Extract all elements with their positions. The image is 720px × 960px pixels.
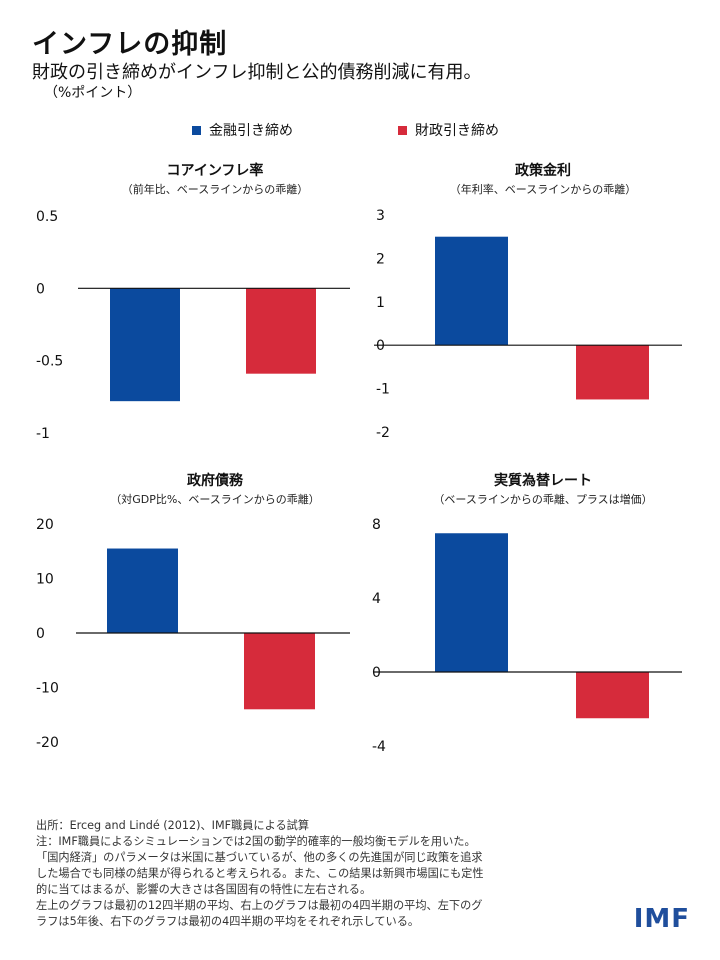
y-tick-label: 2 xyxy=(376,251,385,267)
y-tick-label: 0 xyxy=(36,626,45,642)
note-line: 的に当てはまるが、影響の大きさは各国固有の特性に左右される。 xyxy=(36,883,372,896)
y-tick-label: 0 xyxy=(36,281,45,297)
imf-logo: IMF xyxy=(633,904,690,934)
chart-title: 実質為替レート xyxy=(494,472,592,489)
note-line: 出所：Erceg and Lindé (2012)、IMF職員による試算 xyxy=(36,819,310,832)
bar-fiscal xyxy=(244,633,315,710)
page-title: インフレの抑制 xyxy=(32,29,228,60)
bar-fiscal xyxy=(576,345,649,400)
note-line: した場合でも同様の結果が得られると考えられる。また、この結果は新興市場国にも定性 xyxy=(36,867,484,880)
legend-label-fiscal: 財政引き締め xyxy=(415,123,499,139)
bar-monetary xyxy=(107,548,178,633)
chart-real-exchange-rate: 実質為替レート （ベースラインからの乖離、プラスは増価） 8 4 0 -4 xyxy=(372,472,682,755)
y-tick-label: 1 xyxy=(376,295,385,311)
chart-subtitle: （対GDP比%、ベースラインからの乖離） xyxy=(110,492,320,506)
chart-title: 政策金利 xyxy=(515,162,571,179)
y-tick-label: 0 xyxy=(376,338,385,354)
y-tick-label: -4 xyxy=(372,739,386,755)
bar-monetary xyxy=(110,288,180,402)
chart-subtitle: （前年比、ベースラインからの乖離） xyxy=(122,182,308,196)
note-line: 左上のグラフは最初の12四半期の平均、右上のグラフは最初の4四半期の平均、左下の… xyxy=(36,899,483,912)
y-tick-label: -1 xyxy=(376,382,390,398)
note-line: 注：IMF職員によるシミュレーションでは2国の動学的確率的一般均衡モデルを用いた… xyxy=(36,835,476,848)
y-tick-label: 8 xyxy=(372,517,381,533)
chart-title: コアインフレ率 xyxy=(167,162,264,179)
chart-subtitle: （ベースラインからの乖離、プラスは増価） xyxy=(433,492,652,506)
y-tick-label: -0.5 xyxy=(36,354,63,370)
chart-policy-rate: 政策金利 （年利率、ベースラインからの乖離） 3 2 1 0 -1 -2 xyxy=(374,162,682,441)
y-tick-label: 0 xyxy=(372,665,381,681)
chart-core-inflation: コアインフレ率 （前年比、ベースラインからの乖離） 0.5 0 -0.5 -1 xyxy=(36,162,350,442)
y-tick-label: -10 xyxy=(36,681,59,697)
y-tick-label: 4 xyxy=(372,591,381,607)
y-tick-label: -1 xyxy=(36,426,50,442)
note-line: 「国内経済」のパラメータは米国に基づいているが、他の多くの先進国が同じ政策を追求 xyxy=(36,851,483,864)
y-tick-label: 3 xyxy=(376,208,385,224)
y-tick-label: 20 xyxy=(36,517,54,533)
y-tick-label: 10 xyxy=(36,572,54,588)
page-subtitle: 財政の引き締めがインフレ抑制と公的債務削減に有用。 xyxy=(32,62,482,83)
source-notes: 出所：Erceg and Lindé (2012)、IMF職員による試算 注：I… xyxy=(36,818,626,930)
chart-government-debt: 政府債務 （対GDP比%、ベースラインからの乖離） 20 10 0 -10 -20 xyxy=(36,472,350,751)
chart-subtitle: （年利率、ベースラインからの乖離） xyxy=(450,182,636,196)
legend-item-monetary: 金融引き締め xyxy=(192,120,293,140)
y-tick-label: -2 xyxy=(376,425,390,441)
unit-label: （%ポイント） xyxy=(44,85,142,101)
bar-monetary xyxy=(435,533,508,672)
chart-title: 政府債務 xyxy=(187,472,244,489)
legend-swatch-fiscal xyxy=(398,125,407,135)
bar-fiscal xyxy=(246,288,316,374)
note-line: ラフは5年後、右下のグラフは最初の4四半期の平均をそれぞれ示している。 xyxy=(36,915,420,928)
y-tick-label: 0.5 xyxy=(36,209,58,225)
legend-swatch-monetary xyxy=(192,125,201,135)
legend-item-fiscal: 財政引き締め xyxy=(398,120,499,140)
y-tick-label: -20 xyxy=(36,735,59,751)
bar-fiscal xyxy=(576,672,649,719)
bar-monetary xyxy=(435,236,508,346)
legend-label-monetary: 金融引き締め xyxy=(209,123,293,139)
